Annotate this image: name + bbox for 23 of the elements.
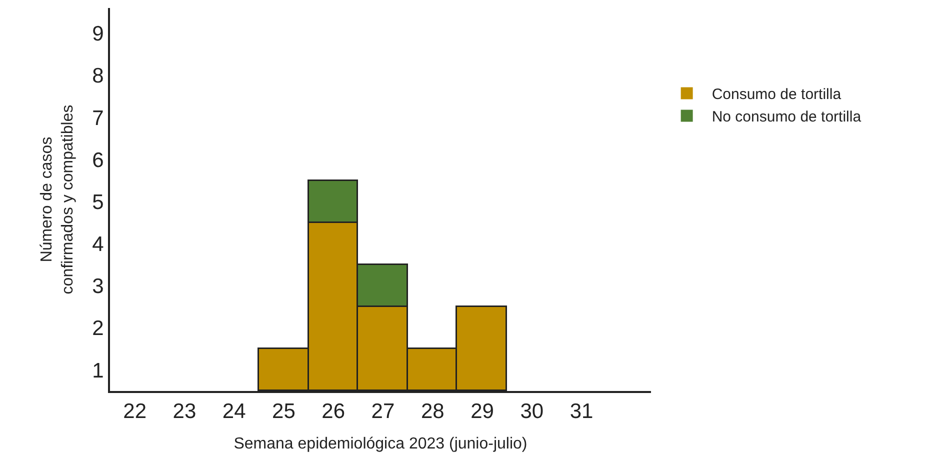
x-tick-label: 28 <box>420 400 444 424</box>
y-axis-title: Número de casos confirmados y compatibles <box>38 104 77 294</box>
x-tick-label: 27 <box>371 400 395 424</box>
y-tick-label: 7 <box>92 106 104 130</box>
y-tick-label: 4 <box>92 233 104 256</box>
x-tick-label: 30 <box>520 400 544 424</box>
y-tick-label: 9 <box>92 22 104 46</box>
x-axis-title: Semana epidemiológica 2023 (junio-julio) <box>234 435 528 452</box>
x-tick-label: 31 <box>570 400 594 424</box>
y-tick-label: 5 <box>92 190 104 214</box>
x-tick-label: 22 <box>123 400 146 424</box>
y-tick-label: 1 <box>92 359 104 382</box>
x-tick-label: 23 <box>172 400 196 424</box>
x-tick-label: 24 <box>222 400 246 424</box>
y-tick-label: 6 <box>92 148 104 172</box>
y-tick-label: 3 <box>92 275 104 298</box>
legend-label: No consumo de tortilla <box>712 108 862 126</box>
y-tick-label: 2 <box>92 317 104 340</box>
x-tick-label: 29 <box>470 400 494 424</box>
y-tick-label: 8 <box>92 64 104 88</box>
legend-label: Consumo de tortilla <box>712 86 842 104</box>
x-tick-label: 25 <box>272 400 296 424</box>
x-tick-label: 26 <box>322 400 346 424</box>
